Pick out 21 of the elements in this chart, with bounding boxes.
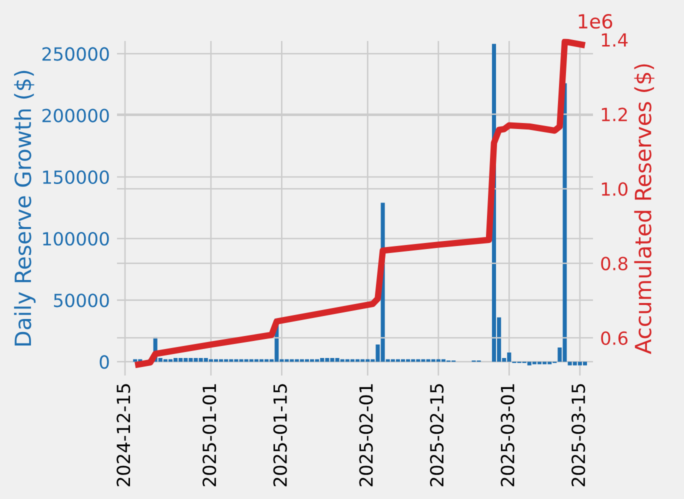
y2-axis-title: Accumulated Reserves ($) bbox=[634, 64, 654, 354]
x-tick-label: 2025-02-15 bbox=[430, 384, 444, 486]
y-tick-label: 150000 bbox=[43, 170, 109, 184]
x-tick-label: 2025-03-01 bbox=[500, 384, 514, 486]
x-tick-label: 2025-01-01 bbox=[202, 384, 216, 486]
y2-tick-label: 1.4 bbox=[602, 33, 628, 47]
y-tick-label: 0 bbox=[100, 355, 109, 369]
x-tick-label: 2025-02-01 bbox=[359, 384, 373, 486]
y-axis-title: Daily Reserve Growth ($) bbox=[14, 70, 36, 346]
y-tick-label: 100000 bbox=[43, 232, 109, 246]
text: 1e6 bbox=[578, 14, 612, 29]
y2-tick-label: 1.2 bbox=[602, 108, 627, 122]
y-tick-label: 50000 bbox=[54, 294, 109, 308]
y2-tick-label: 0.6 bbox=[601, 331, 628, 345]
y2-tick-label: 0.8 bbox=[601, 256, 628, 270]
y-tick-label: 200000 bbox=[42, 108, 109, 122]
x-tick-label: 2025-01-15 bbox=[273, 384, 287, 486]
x-tick-label: 2025-03-15 bbox=[572, 384, 586, 486]
y2-tick-label: 1.0 bbox=[602, 182, 628, 196]
x-tick-label: 2024-12-15 bbox=[116, 384, 130, 486]
y-tick-label: 250000 bbox=[42, 47, 109, 61]
